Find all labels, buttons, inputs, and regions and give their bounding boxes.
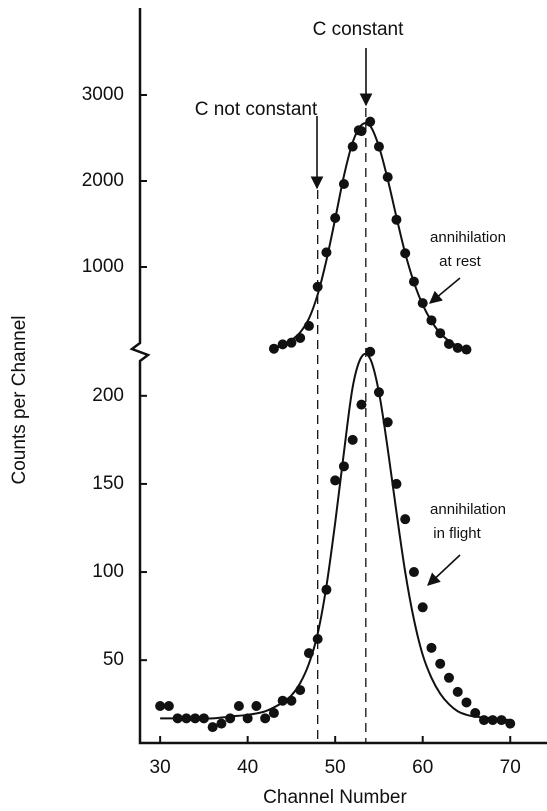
data-point <box>408 567 419 578</box>
data-point <box>408 276 419 287</box>
data-point <box>391 214 402 225</box>
data-point <box>268 708 279 719</box>
data-point <box>312 634 323 645</box>
y-axis-label: Counts per Channel <box>9 316 30 485</box>
x-tick-label: 60 <box>412 757 433 778</box>
data-point <box>400 514 411 525</box>
data-point <box>417 602 428 613</box>
data-point <box>198 713 209 724</box>
data-point <box>312 281 323 292</box>
data-point <box>330 212 341 223</box>
y-tick-label: 100 <box>92 561 124 582</box>
data-point <box>461 697 472 708</box>
data-point <box>207 722 218 733</box>
data-point <box>443 338 454 349</box>
data-point <box>435 328 446 339</box>
data-point <box>225 713 236 724</box>
data-point <box>260 713 271 724</box>
data-point <box>487 715 498 726</box>
y-tick-label: 3000 <box>82 84 124 105</box>
axes <box>129 8 547 745</box>
data-point <box>321 247 332 258</box>
y-tick-label: 1000 <box>82 256 124 277</box>
data-point <box>417 298 428 309</box>
annotation: annihilation <box>430 229 506 246</box>
x-tick-label: 70 <box>500 757 521 778</box>
data-point <box>172 713 183 724</box>
data-point <box>365 116 376 127</box>
data-point <box>373 387 384 398</box>
data-point <box>277 339 288 350</box>
data-point <box>496 715 507 726</box>
data-point <box>373 141 384 152</box>
data-point <box>286 337 297 348</box>
data-point <box>400 248 411 259</box>
data-point <box>365 346 376 357</box>
x-tick-label: 30 <box>150 757 171 778</box>
data-point <box>435 658 446 669</box>
data-point <box>391 478 402 489</box>
annotation: annihilation <box>430 501 506 518</box>
data-point <box>321 584 332 595</box>
data-point <box>251 700 262 711</box>
data-point <box>347 141 358 152</box>
data-point <box>347 434 358 445</box>
data-point <box>356 399 367 410</box>
data-point <box>233 700 244 711</box>
data-point <box>277 695 288 706</box>
annotation: in flight <box>433 525 481 542</box>
y-tick-label: 50 <box>103 649 124 670</box>
y-tick-label: 200 <box>92 385 124 406</box>
data-point <box>452 342 463 353</box>
annotation: at rest <box>439 253 482 270</box>
data-point <box>286 695 297 706</box>
data-point <box>216 718 227 729</box>
x-axis-label: Channel Number <box>263 787 407 808</box>
data-point <box>190 713 201 724</box>
annotation: C not constant <box>195 99 318 120</box>
arrow <box>429 277 461 304</box>
y-tick-label: 150 <box>92 473 124 494</box>
data-point <box>382 172 393 183</box>
data-point <box>268 343 279 354</box>
data-point <box>330 475 341 486</box>
data-point <box>155 700 166 711</box>
arrow <box>427 554 461 586</box>
x-tick-label: 40 <box>237 757 258 778</box>
data-point <box>426 642 437 653</box>
data-point <box>452 686 463 697</box>
data-point <box>356 126 367 137</box>
data-point <box>295 332 306 343</box>
data-point <box>426 315 437 326</box>
annotation: C constant <box>313 19 405 40</box>
data-point <box>338 179 349 190</box>
data-point <box>163 700 174 711</box>
data-point <box>470 708 481 719</box>
y-tick-label: 2000 <box>82 170 124 191</box>
data-point <box>382 417 393 428</box>
data-point <box>461 344 472 355</box>
x-tick-label: 50 <box>325 757 346 778</box>
data-point <box>242 713 253 724</box>
data-point <box>338 461 349 472</box>
data-point <box>181 713 192 724</box>
data-point <box>303 648 314 659</box>
data-point <box>443 672 454 683</box>
data-point <box>505 718 516 729</box>
data-point <box>295 685 306 696</box>
data-point <box>478 715 489 726</box>
data-point <box>303 320 314 331</box>
